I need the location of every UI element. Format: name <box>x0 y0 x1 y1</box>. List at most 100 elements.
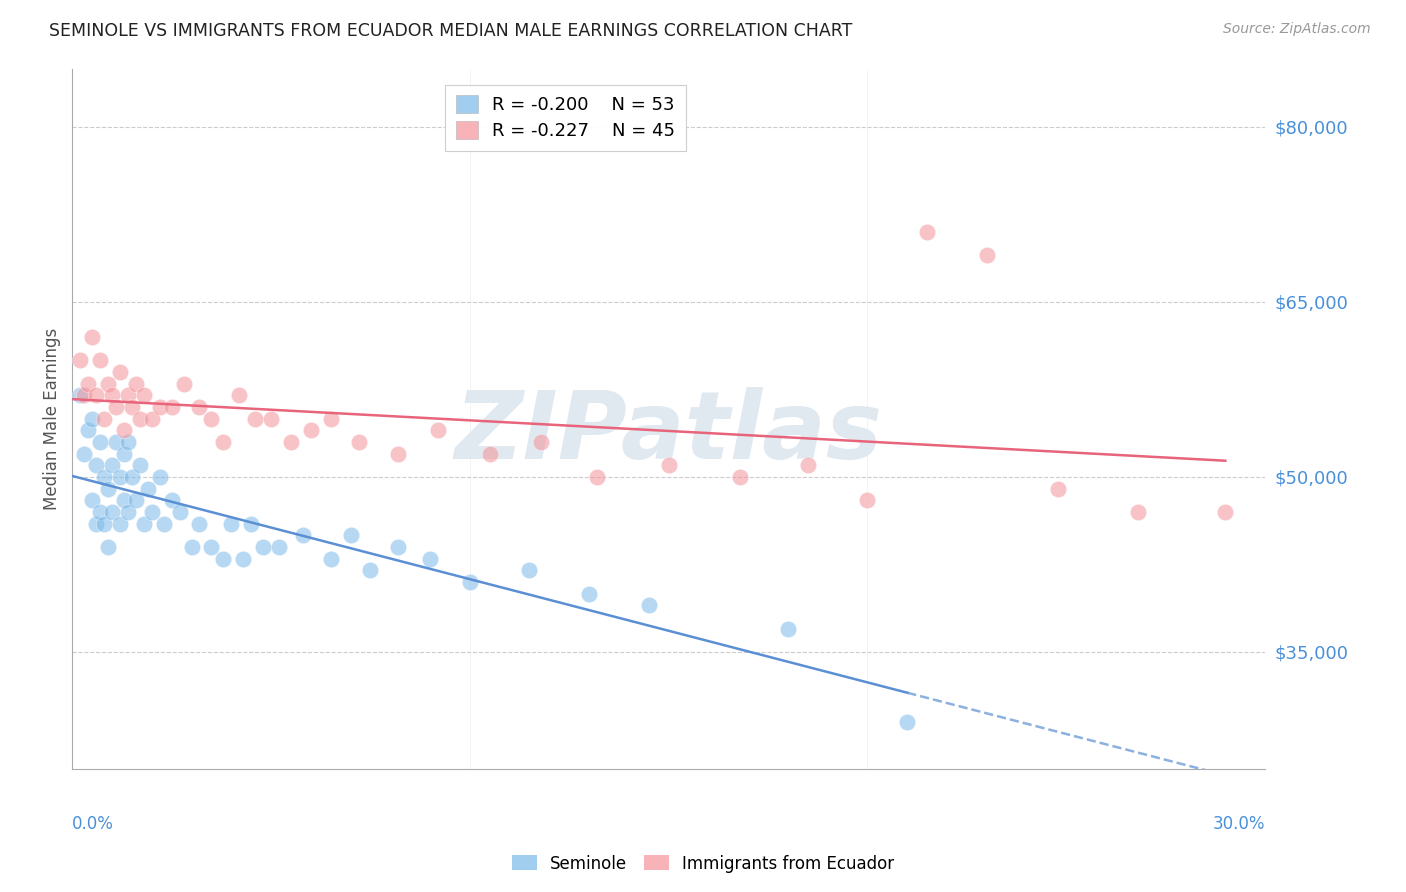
Point <box>117 434 139 449</box>
Point <box>82 493 104 508</box>
Point <box>188 400 211 414</box>
Point <box>82 411 104 425</box>
Point <box>97 540 120 554</box>
Point <box>117 505 139 519</box>
Point <box>896 714 918 729</box>
Point <box>240 516 263 531</box>
Point <box>212 434 235 449</box>
Point <box>519 563 541 577</box>
Text: Source: ZipAtlas.com: Source: ZipAtlas.com <box>1223 22 1371 37</box>
Point <box>136 482 159 496</box>
Point <box>77 376 100 391</box>
Point <box>69 353 91 368</box>
Point <box>319 551 342 566</box>
Point <box>132 516 155 531</box>
Point <box>149 470 172 484</box>
Point <box>427 423 450 437</box>
Point <box>121 470 143 484</box>
Point <box>856 493 879 508</box>
Point <box>797 458 820 473</box>
Legend: Seminole, Immigrants from Ecuador: Seminole, Immigrants from Ecuador <box>505 848 901 880</box>
Point <box>82 330 104 344</box>
Point <box>104 400 127 414</box>
Point <box>530 434 553 449</box>
Point <box>89 505 111 519</box>
Point <box>232 551 254 566</box>
Legend: R = -0.200    N = 53, R = -0.227    N = 45: R = -0.200 N = 53, R = -0.227 N = 45 <box>446 85 686 151</box>
Point <box>180 540 202 554</box>
Point <box>915 225 938 239</box>
Point <box>112 446 135 460</box>
Point <box>776 622 799 636</box>
Point <box>141 505 163 519</box>
Point <box>219 516 242 531</box>
Point <box>169 505 191 519</box>
Point <box>728 470 751 484</box>
Point <box>108 470 131 484</box>
Point <box>101 505 124 519</box>
Point <box>132 388 155 402</box>
Point <box>578 586 600 600</box>
Point <box>112 493 135 508</box>
Point <box>93 470 115 484</box>
Point <box>212 551 235 566</box>
Point <box>89 353 111 368</box>
Point <box>252 540 274 554</box>
Point <box>89 434 111 449</box>
Point <box>260 411 283 425</box>
Point <box>160 400 183 414</box>
Point <box>97 376 120 391</box>
Point <box>339 528 361 542</box>
Point <box>319 411 342 425</box>
Point <box>125 376 148 391</box>
Point <box>117 388 139 402</box>
Point <box>478 446 501 460</box>
Point <box>128 458 150 473</box>
Point <box>160 493 183 508</box>
Point <box>97 482 120 496</box>
Text: 0.0%: 0.0% <box>72 815 114 833</box>
Point <box>586 470 609 484</box>
Point <box>112 423 135 437</box>
Point <box>69 388 91 402</box>
Point <box>101 458 124 473</box>
Point <box>291 528 314 542</box>
Point <box>188 516 211 531</box>
Point <box>299 423 322 437</box>
Point <box>1126 505 1149 519</box>
Point <box>93 411 115 425</box>
Point <box>976 248 998 262</box>
Text: ZIPatlas: ZIPatlas <box>454 386 883 479</box>
Point <box>125 493 148 508</box>
Point <box>458 574 481 589</box>
Point <box>387 540 409 554</box>
Point <box>77 423 100 437</box>
Point <box>152 516 174 531</box>
Point <box>84 516 107 531</box>
Point <box>73 446 96 460</box>
Text: 30.0%: 30.0% <box>1212 815 1265 833</box>
Point <box>347 434 370 449</box>
Point <box>108 365 131 379</box>
Point <box>73 388 96 402</box>
Point <box>359 563 381 577</box>
Y-axis label: Median Male Earnings: Median Male Earnings <box>44 327 60 509</box>
Point <box>637 599 659 613</box>
Point <box>128 411 150 425</box>
Point <box>1215 505 1237 519</box>
Point <box>200 411 222 425</box>
Point <box>387 446 409 460</box>
Point <box>243 411 266 425</box>
Point <box>121 400 143 414</box>
Point <box>173 376 195 391</box>
Point <box>658 458 681 473</box>
Point <box>228 388 250 402</box>
Point <box>141 411 163 425</box>
Point <box>419 551 441 566</box>
Point <box>267 540 290 554</box>
Text: SEMINOLE VS IMMIGRANTS FROM ECUADOR MEDIAN MALE EARNINGS CORRELATION CHART: SEMINOLE VS IMMIGRANTS FROM ECUADOR MEDI… <box>49 22 852 40</box>
Point <box>84 388 107 402</box>
Point <box>1047 482 1070 496</box>
Point <box>84 458 107 473</box>
Point <box>200 540 222 554</box>
